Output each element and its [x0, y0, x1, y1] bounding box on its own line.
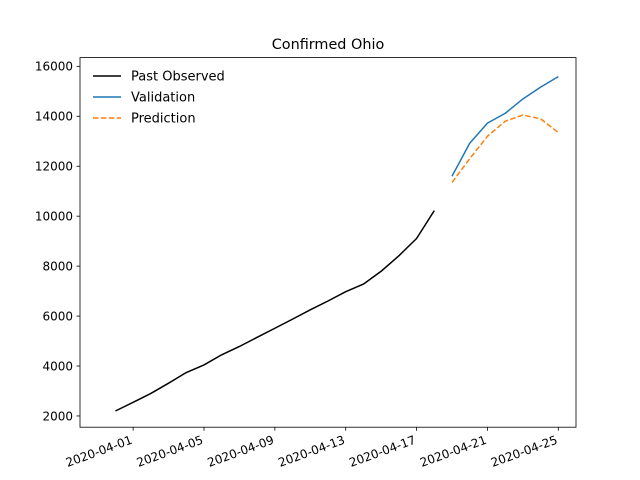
legend-label-prediction: Prediction: [131, 112, 196, 127]
y-tick-label: 2000: [42, 409, 73, 423]
x-tick-label: 2020-04-01: [64, 433, 134, 470]
legend-label-past-observed: Past Observed: [131, 70, 225, 85]
series-line-prediction: [451, 114, 559, 183]
y-tick-label: 6000: [42, 309, 73, 323]
x-tick-label: 2020-04-05: [135, 433, 205, 470]
plot-frame: [79, 57, 577, 428]
y-tick-label: 4000: [42, 359, 73, 373]
y-axis: 2000 4000 6000 8000 10000 12000 14000 16000: [35, 60, 80, 423]
x-tick-label: 2020-04-09: [206, 433, 276, 470]
series-layer: [115, 76, 559, 412]
legend-label-validation: Validation: [131, 91, 195, 106]
chart-title: Confirmed Ohio: [272, 37, 385, 53]
y-tick-label: 12000: [35, 160, 73, 174]
y-tick-label: 16000: [35, 60, 73, 74]
series-line-past-observed: [115, 210, 435, 412]
x-tick-label: 2020-04-21: [418, 433, 488, 470]
x-axis: 2020-04-01 2020-04-05 2020-04-09 2020-04-13…: [64, 427, 559, 470]
x-tick-label: 2020-04-17: [347, 433, 417, 470]
y-tick-label: 14000: [35, 110, 73, 124]
y-tick-label: 8000: [42, 259, 73, 273]
x-tick-label: 2020-04-25: [489, 433, 559, 470]
legend: Past Observed Validation Prediction: [93, 70, 225, 127]
x-tick-label: 2020-04-13: [276, 433, 346, 470]
y-tick-label: 10000: [35, 209, 73, 223]
